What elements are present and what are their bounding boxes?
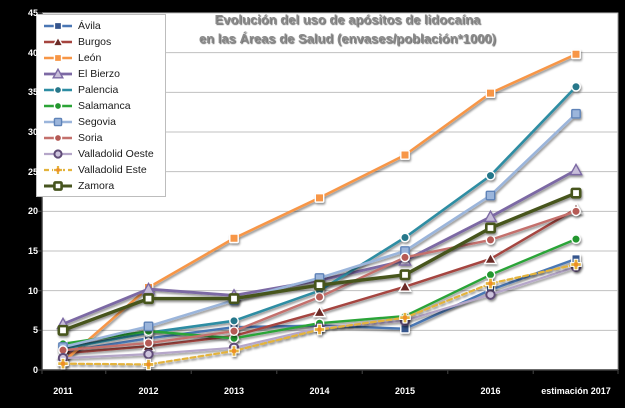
data-point-2014 xyxy=(313,279,325,291)
data-point-2015 xyxy=(400,232,410,243)
y-tick-label-15: 15 xyxy=(27,246,38,256)
chart-title-line1: Evolución del uso de apósitos de lidocaí… xyxy=(214,12,481,27)
data-point-2016 xyxy=(485,234,496,245)
chart-title-line2: en las Áreas de Salud (envases/población… xyxy=(199,31,496,46)
legend-item-burgos: Burgos xyxy=(43,34,161,50)
legend-item-palencia: Palencia xyxy=(43,82,161,98)
y-tick-label-25: 25 xyxy=(27,166,38,177)
legend-label: Zamora xyxy=(78,180,115,192)
data-point-2014 xyxy=(312,304,327,318)
legend-label: Salamanca xyxy=(78,100,131,112)
data-point-2013 xyxy=(229,326,239,337)
y-tick-label-35: 35 xyxy=(27,87,38,98)
series-valladolid-este xyxy=(57,258,582,371)
legend-label: Valladolid Oeste xyxy=(78,148,154,160)
legend-item-segovia: Segovia xyxy=(43,114,161,130)
x-tick-label-2014: 2014 xyxy=(309,386,330,396)
legend: Ávila Burgos León El Bierzo Palencia Salamanc… xyxy=(36,14,166,197)
x-tick-label-2015: 2015 xyxy=(394,386,416,396)
data-point-2012 xyxy=(143,348,154,360)
y-tick-label-0: 0 xyxy=(32,365,38,375)
y-tick-label-30: 30 xyxy=(27,127,38,137)
data-point-2016 xyxy=(484,277,497,290)
legend-marker-icon xyxy=(44,85,72,95)
legend-item-valladolid-este: Valladolid Este xyxy=(43,162,161,178)
chart-title: Evolución del uso de apósitos de lidocaí… xyxy=(175,10,520,48)
data-point-2016 xyxy=(485,289,496,300)
data-point-2011 xyxy=(57,357,69,370)
legend-item-soria: Soria xyxy=(43,130,161,146)
data-point-2016 xyxy=(485,88,496,99)
legend-marker-icon xyxy=(44,133,72,143)
data-point-2016 xyxy=(484,222,496,234)
legend-label: Palencia xyxy=(78,84,119,96)
y-tick-label-5: 5 xyxy=(32,325,38,336)
data-point-2014 xyxy=(314,292,325,302)
legend-label: León xyxy=(78,52,102,64)
legend-label: Burgos xyxy=(78,36,112,48)
legend-marker-icon xyxy=(44,101,72,111)
legend-marker-icon xyxy=(44,68,72,79)
legend-item-león: León xyxy=(43,50,161,66)
legend-item-salamanca: Salamanca xyxy=(43,98,161,114)
y-tick-label-10: 10 xyxy=(27,285,38,296)
data-point-estimación 2017 xyxy=(569,162,583,176)
data-point-2016 xyxy=(485,269,496,280)
data-point-2016 xyxy=(485,190,496,201)
legend-item-ávila: Ávila xyxy=(43,18,161,34)
series-zamora xyxy=(57,187,582,336)
x-tick-label-2012: 2012 xyxy=(138,386,159,396)
data-point-2012 xyxy=(143,321,154,332)
legend-marker-icon xyxy=(44,21,72,31)
data-point-2014 xyxy=(313,323,326,336)
data-point-estimación 2017 xyxy=(571,108,581,119)
data-point-2015 xyxy=(399,311,411,324)
data-point-2014 xyxy=(314,192,325,203)
data-point-2013 xyxy=(228,345,240,357)
y-tick-label-45: 45 xyxy=(27,8,38,18)
data-point-2012 xyxy=(143,293,155,305)
data-point-2015 xyxy=(400,150,410,160)
legend-marker-icon xyxy=(44,53,72,63)
data-point-2011 xyxy=(57,324,69,336)
legend-marker-icon xyxy=(44,117,72,127)
data-point-estimación 2017 xyxy=(570,258,582,271)
legend-label: Segovia xyxy=(78,116,116,128)
x-tick-label-2016: 2016 xyxy=(480,386,501,396)
data-point-2015 xyxy=(399,269,411,281)
data-point-2013 xyxy=(228,293,240,305)
data-point-2013 xyxy=(229,315,239,326)
x-tick-label-estimación-2017: estimación 2017 xyxy=(541,386,611,396)
data-point-2015 xyxy=(398,279,412,292)
legend-marker-icon xyxy=(44,36,72,47)
y-tick-label-20: 20 xyxy=(27,206,38,217)
legend-label: Soria xyxy=(78,132,103,144)
data-point-2015 xyxy=(400,252,410,263)
data-point-2012 xyxy=(142,358,155,371)
data-point-estimación 2017 xyxy=(570,187,582,199)
data-point-estimación 2017 xyxy=(571,206,581,217)
y-tick-label-40: 40 xyxy=(27,47,38,58)
data-point-2016 xyxy=(485,170,496,181)
legend-label: Valladolid Este xyxy=(78,164,147,176)
series-soria xyxy=(58,206,581,356)
legend-item-valladolid-oeste: Valladolid Oeste xyxy=(43,146,161,162)
x-tick-label-2013: 2013 xyxy=(223,386,245,396)
legend-marker-icon xyxy=(44,181,72,191)
data-point-2016 xyxy=(483,209,498,223)
data-point-2012 xyxy=(143,338,154,348)
legend-item-zamora: Zamora xyxy=(43,178,161,194)
legend-item-el-bierzo: El Bierzo xyxy=(43,66,161,82)
data-point-estimación 2017 xyxy=(571,81,581,92)
legend-marker-icon xyxy=(44,165,72,175)
legend-label: Ávila xyxy=(78,20,101,32)
data-point-2013 xyxy=(229,233,239,244)
data-point-estimación 2017 xyxy=(571,234,581,245)
data-point-estimación 2017 xyxy=(571,49,581,60)
x-tick-label-2011: 2011 xyxy=(53,386,73,396)
legend-marker-icon xyxy=(44,149,72,159)
data-point-2016 xyxy=(483,251,498,265)
legend-label: El Bierzo xyxy=(78,68,121,80)
